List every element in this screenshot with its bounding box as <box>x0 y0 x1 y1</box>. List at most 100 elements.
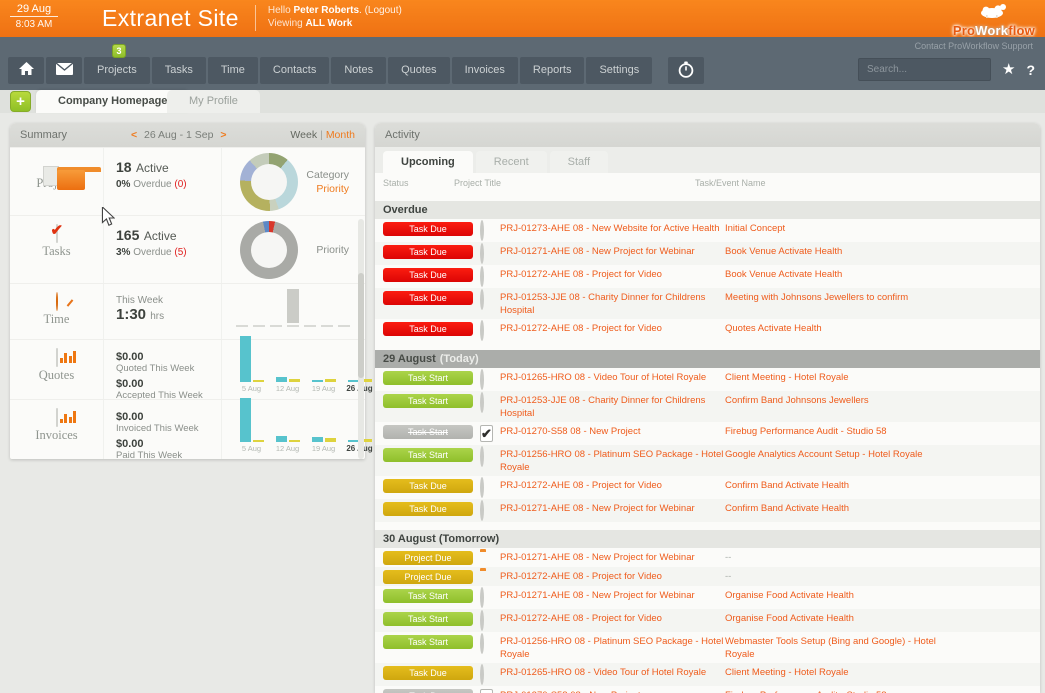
project-title-link[interactable]: PRJ-01271-AHE 08 - New Project for Webin… <box>500 246 695 257</box>
project-title-link[interactable]: PRJ-01273-AHE 08 - New Website for Activ… <box>500 223 720 234</box>
timer-button[interactable] <box>668 57 705 84</box>
status-badge[interactable]: Project Due <box>383 570 473 584</box>
logout-link[interactable]: . (Logout) <box>359 5 402 16</box>
help-icon[interactable]: ? <box>1026 61 1035 78</box>
project-title-link[interactable]: PRJ-01272-AHE 08 - Project for Video <box>500 571 662 582</box>
tab-my-profile[interactable]: My Profile <box>167 90 260 113</box>
month-toggle[interactable]: Month <box>325 129 355 141</box>
summary-row-time[interactable]: Time This Week 1:30 hrs <box>10 283 365 339</box>
task-name-link[interactable]: Organise Food Activate Health <box>725 590 854 601</box>
tab-recent[interactable]: Recent <box>475 151 547 173</box>
tasks-priority-link[interactable]: Priority <box>316 243 349 256</box>
status-badge[interactable]: Task Start <box>383 371 473 385</box>
add-tab-button[interactable]: + <box>10 91 31 112</box>
project-title-link[interactable]: PRJ-01270-S58 08 - New Project <box>500 426 641 437</box>
tab-company-homepage[interactable]: Company Homepage <box>36 90 190 113</box>
week-toggle[interactable]: Week <box>290 129 318 141</box>
checkbox-checked-icon[interactable]: ✔ <box>480 425 493 442</box>
status-badge[interactable]: Task Due <box>383 502 473 516</box>
radio-icon[interactable] <box>480 446 484 467</box>
radio-icon[interactable] <box>480 587 484 608</box>
task-name-link[interactable]: Confirm Band Activate Health <box>725 503 850 514</box>
messages-button[interactable] <box>46 57 82 84</box>
radio-icon[interactable] <box>480 477 484 498</box>
task-name-link[interactable]: Google Analytics Account Setup - Hotel R… <box>725 449 923 460</box>
favorites-star-icon[interactable]: ★ <box>1001 61 1016 78</box>
next-week-arrow[interactable]: > <box>220 129 227 141</box>
project-title-link[interactable]: PRJ-01271-AHE 08 - New Project for Webin… <box>500 552 695 563</box>
project-title-link[interactable]: PRJ-01253-JJE 08 - Charity Dinner for Ch… <box>500 395 706 419</box>
radio-icon[interactable] <box>480 220 484 241</box>
project-title-link[interactable]: PRJ-01256-HRO 08 - Platinum SEO Package … <box>500 636 724 660</box>
nav-item-contacts[interactable]: Contacts <box>259 57 330 84</box>
project-title-link[interactable]: PRJ-01272-AHE 08 - Project for Video <box>500 323 662 334</box>
task-name-link[interactable]: Confirm Band Activate Health <box>725 480 850 491</box>
nav-item-time[interactable]: Time <box>207 57 258 84</box>
task-name-link[interactable]: -- <box>725 552 732 563</box>
task-name-link[interactable]: Quotes Activate Health <box>725 323 822 334</box>
status-badge[interactable]: Task Due <box>383 291 473 305</box>
status-badge[interactable]: Task Start <box>383 635 473 649</box>
task-name-link[interactable]: Firebug Performance Audit - Studio 58 <box>725 426 887 437</box>
status-badge[interactable]: Task Start <box>383 448 473 462</box>
task-name-link[interactable]: Client Meeting - Hotel Royale <box>725 667 849 678</box>
status-badge[interactable]: Task Start <box>383 425 473 439</box>
task-name-link[interactable]: Book Venue Activate Health <box>725 246 843 257</box>
task-name-link[interactable]: Initial Concept <box>725 223 786 234</box>
project-title-link[interactable]: PRJ-01271-AHE 08 - New Project for Webin… <box>500 503 695 514</box>
task-name-link[interactable]: Organise Food Activate Health <box>725 613 854 624</box>
project-title-link[interactable]: PRJ-01253-JJE 08 - Charity Dinner for Ch… <box>500 292 706 316</box>
tab-staff[interactable]: Staff <box>549 151 609 173</box>
status-badge[interactable]: Task Due <box>383 245 473 259</box>
projects-category-link[interactable]: Category <box>306 168 349 181</box>
task-name-link[interactable]: Client Meeting - Hotel Royale <box>725 372 849 383</box>
radio-icon[interactable] <box>480 243 484 264</box>
nav-item-settings[interactable]: Settings <box>586 57 653 84</box>
nav-item-projects[interactable]: Projects 3 <box>84 44 150 84</box>
status-badge[interactable]: Project Due <box>383 551 473 565</box>
status-badge[interactable]: Task Due <box>383 666 473 680</box>
summary-scrollbar-thumb[interactable] <box>358 273 364 378</box>
nav-item-tasks[interactable]: Tasks <box>151 57 206 84</box>
status-badge[interactable]: Task Start <box>383 612 473 626</box>
prev-week-arrow[interactable]: < <box>130 129 138 141</box>
project-title-link[interactable]: PRJ-01265-HRO 08 - Video Tour of Hotel R… <box>500 372 707 383</box>
radio-icon[interactable] <box>480 610 484 631</box>
project-title-link[interactable]: PRJ-01272-AHE 08 - Project for Video <box>500 480 662 491</box>
tab-upcoming[interactable]: Upcoming <box>383 151 473 173</box>
summary-row-projects[interactable]: Projects 18 Active 0% Overdue (0) Catego… <box>10 147 365 215</box>
summary-row-quotes[interactable]: Quotes $0.00 Quoted This Week $0.00 Acce… <box>10 336 373 401</box>
project-title-link[interactable]: PRJ-01272-AHE 08 - Project for Video <box>500 613 662 624</box>
status-badge[interactable]: Task Due <box>383 222 473 236</box>
project-title-link[interactable]: PRJ-01270-S58 08 - New Project <box>500 688 725 693</box>
project-title-link[interactable]: PRJ-01271-AHE 08 - New Project for Webin… <box>500 590 695 601</box>
nav-item-reports[interactable]: Reports <box>519 57 585 84</box>
nav-item-invoices[interactable]: Invoices <box>451 57 518 84</box>
radio-icon[interactable] <box>480 392 484 413</box>
status-badge[interactable]: Task Due <box>383 268 473 282</box>
project-title-link[interactable]: PRJ-01272-AHE 08 - Project for Video <box>500 269 662 280</box>
summary-row-invoices[interactable]: Invoices $0.00 Invoiced This Week $0.00 … <box>10 398 373 461</box>
search-input[interactable] <box>857 58 991 81</box>
status-badge[interactable]: Task Due <box>383 689 473 693</box>
radio-icon[interactable] <box>480 266 484 287</box>
radio-icon[interactable] <box>480 289 484 310</box>
task-name-link[interactable]: Book Venue Activate Health <box>725 269 843 280</box>
home-button[interactable] <box>8 57 44 84</box>
task-name-link[interactable]: Meeting with Johnsons Jewellers to confi… <box>725 292 909 303</box>
nav-item-quotes[interactable]: Quotes <box>388 57 450 84</box>
radio-icon[interactable] <box>480 369 484 390</box>
nav-item-notes[interactable]: Notes <box>331 57 387 84</box>
status-badge[interactable]: Task Due <box>383 479 473 493</box>
project-title-link[interactable]: PRJ-01256-HRO 08 - Platinum SEO Package … <box>500 449 724 473</box>
radio-icon[interactable] <box>480 633 484 654</box>
status-badge[interactable]: Task Start <box>383 394 473 408</box>
radio-icon[interactable] <box>480 664 484 685</box>
task-name-link[interactable]: Firebug Performance Audit - Studio 58 <box>725 688 965 693</box>
task-name-link[interactable]: Confirm Band Johnsons Jewellers <box>725 395 869 406</box>
status-badge[interactable]: Task Start <box>383 589 473 603</box>
project-title-link[interactable]: PRJ-01265-HRO 08 - Video Tour of Hotel R… <box>500 667 707 678</box>
status-badge[interactable]: Task Due <box>383 322 473 336</box>
task-name-link[interactable]: -- <box>725 571 732 582</box>
projects-priority-link[interactable]: Priority <box>316 182 349 195</box>
